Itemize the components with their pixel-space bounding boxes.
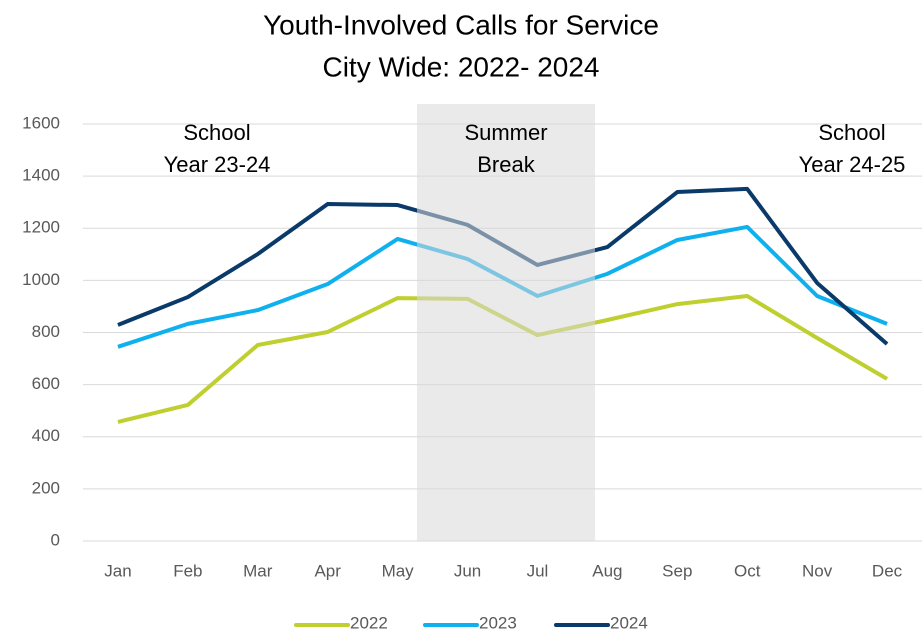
- y-tick-label: 400: [32, 426, 60, 445]
- y-tick-label: 800: [32, 322, 60, 341]
- x-tick-label: Jul: [527, 561, 549, 580]
- x-tick-label: Mar: [243, 561, 273, 580]
- summer-shade: [417, 104, 595, 541]
- x-tick-label: May: [382, 561, 415, 580]
- x-tick-label: Jan: [104, 561, 131, 580]
- chart-title: Youth-Involved Calls for Service: [263, 9, 659, 40]
- annotation: Year 24-25: [799, 152, 906, 177]
- annotation: Break: [477, 152, 535, 177]
- x-tick-label: Feb: [173, 561, 202, 580]
- x-tick-label: Sep: [662, 561, 692, 580]
- x-tick-label: Nov: [802, 561, 833, 580]
- x-tick-label: Aug: [592, 561, 622, 580]
- chart-title: City Wide: 2022- 2024: [322, 51, 599, 82]
- y-tick-label: 1400: [22, 166, 60, 185]
- y-tick-label: 200: [32, 478, 60, 497]
- x-tick-label: Oct: [734, 561, 761, 580]
- y-tick-label: 1200: [22, 218, 60, 237]
- x-tick-label: Apr: [314, 561, 341, 580]
- y-tick-label: 1000: [22, 270, 60, 289]
- legend-label: 2022: [350, 613, 388, 632]
- x-tick-label: Dec: [872, 561, 903, 580]
- y-tick-label: 0: [51, 530, 60, 549]
- annotation: Year 23-24: [164, 152, 271, 177]
- legend-label: 2024: [610, 613, 648, 632]
- y-tick-label: 1600: [22, 113, 60, 132]
- x-tick-label: Jun: [454, 561, 481, 580]
- legend-label: 2023: [479, 613, 517, 632]
- annotation: Summer: [464, 120, 547, 145]
- annotation: School: [183, 120, 250, 145]
- y-tick-label: 600: [32, 374, 60, 393]
- annotation: School: [818, 120, 885, 145]
